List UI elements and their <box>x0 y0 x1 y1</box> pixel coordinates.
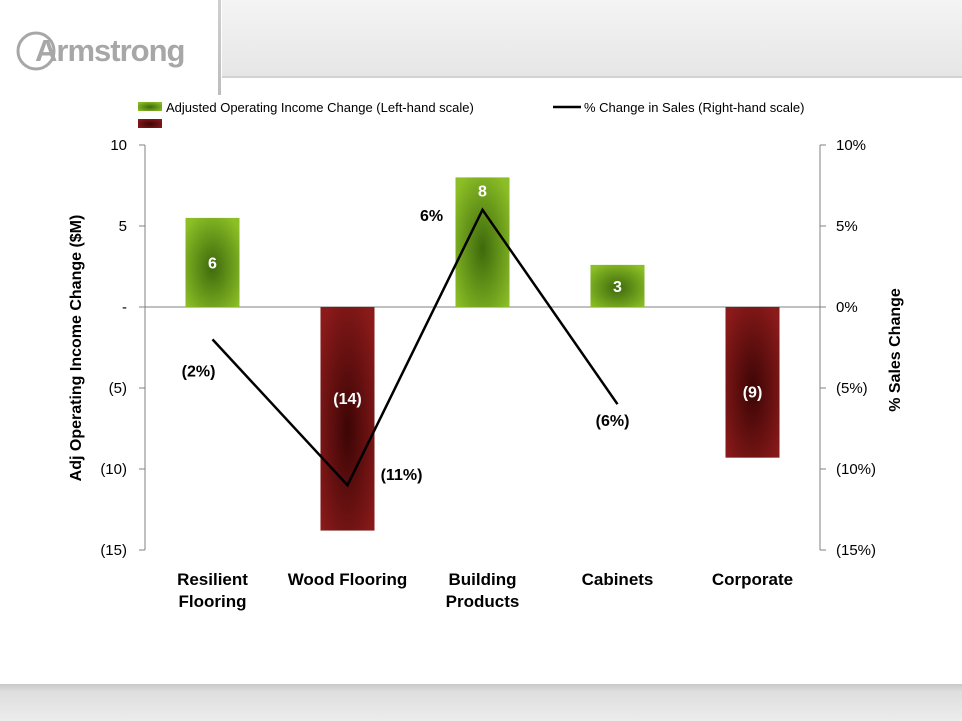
legend-label-income: Adjusted Operating Income Change (Left-h… <box>166 100 474 115</box>
logo-wordmark: Armstrong <box>35 33 185 68</box>
category-label: Resilient <box>177 570 248 589</box>
left-tick-label: (15) <box>100 542 127 559</box>
left-axis-title: Adj Operating Income Change ($M) <box>68 215 85 482</box>
right-tick-label: 10% <box>836 137 866 154</box>
left-tick-label: (5) <box>109 380 127 397</box>
category-label: Corporate <box>712 570 793 589</box>
left-tick-label: - <box>122 299 127 316</box>
bar-2 <box>455 177 510 307</box>
category-label: Flooring <box>179 592 247 611</box>
bar-value-label: (9) <box>743 384 763 401</box>
bar-value-label: 6 <box>208 255 217 272</box>
left-tick-label: 5 <box>119 218 127 235</box>
bar-0 <box>185 217 240 307</box>
category-label: Building <box>449 570 517 589</box>
line-value-label: (6%) <box>596 413 630 430</box>
right-tick-label: 5% <box>836 218 858 235</box>
right-axis-title: % Sales Change <box>887 288 904 412</box>
bar-value-label: 8 <box>478 183 487 200</box>
bar-value-label: (14) <box>333 391 361 408</box>
header-band <box>222 0 962 78</box>
legend-label-sales: % Change in Sales (Right-hand scale) <box>584 100 804 115</box>
left-tick-label: 10 <box>110 137 127 154</box>
header-divider <box>218 0 221 95</box>
legend-swatch-negative <box>138 119 162 128</box>
right-tick-label: (15%) <box>836 542 876 559</box>
left-tick-label: (10) <box>100 461 127 478</box>
armstrong-logo: Armstrong <box>15 31 185 71</box>
right-tick-label: 0% <box>836 299 858 316</box>
bar-1 <box>320 307 375 531</box>
line-value-label: (2%) <box>182 363 216 380</box>
legend-swatch-income <box>138 102 162 111</box>
category-label: Products <box>446 592 520 611</box>
category-label: Cabinets <box>582 570 654 589</box>
sales-change-line <box>211 207 619 488</box>
category-label: Wood Flooring <box>288 570 408 589</box>
right-tick-label: (10%) <box>836 461 876 478</box>
bar-3 <box>590 264 645 307</box>
right-tick-label: (5%) <box>836 380 868 397</box>
bar-4 <box>725 307 780 458</box>
logo-circle-icon <box>16 31 56 71</box>
line-value-label: (11%) <box>381 467 423 484</box>
line-value-label: 6% <box>420 208 443 225</box>
bar-value-label: 3 <box>613 279 622 296</box>
footer-band <box>0 684 962 721</box>
